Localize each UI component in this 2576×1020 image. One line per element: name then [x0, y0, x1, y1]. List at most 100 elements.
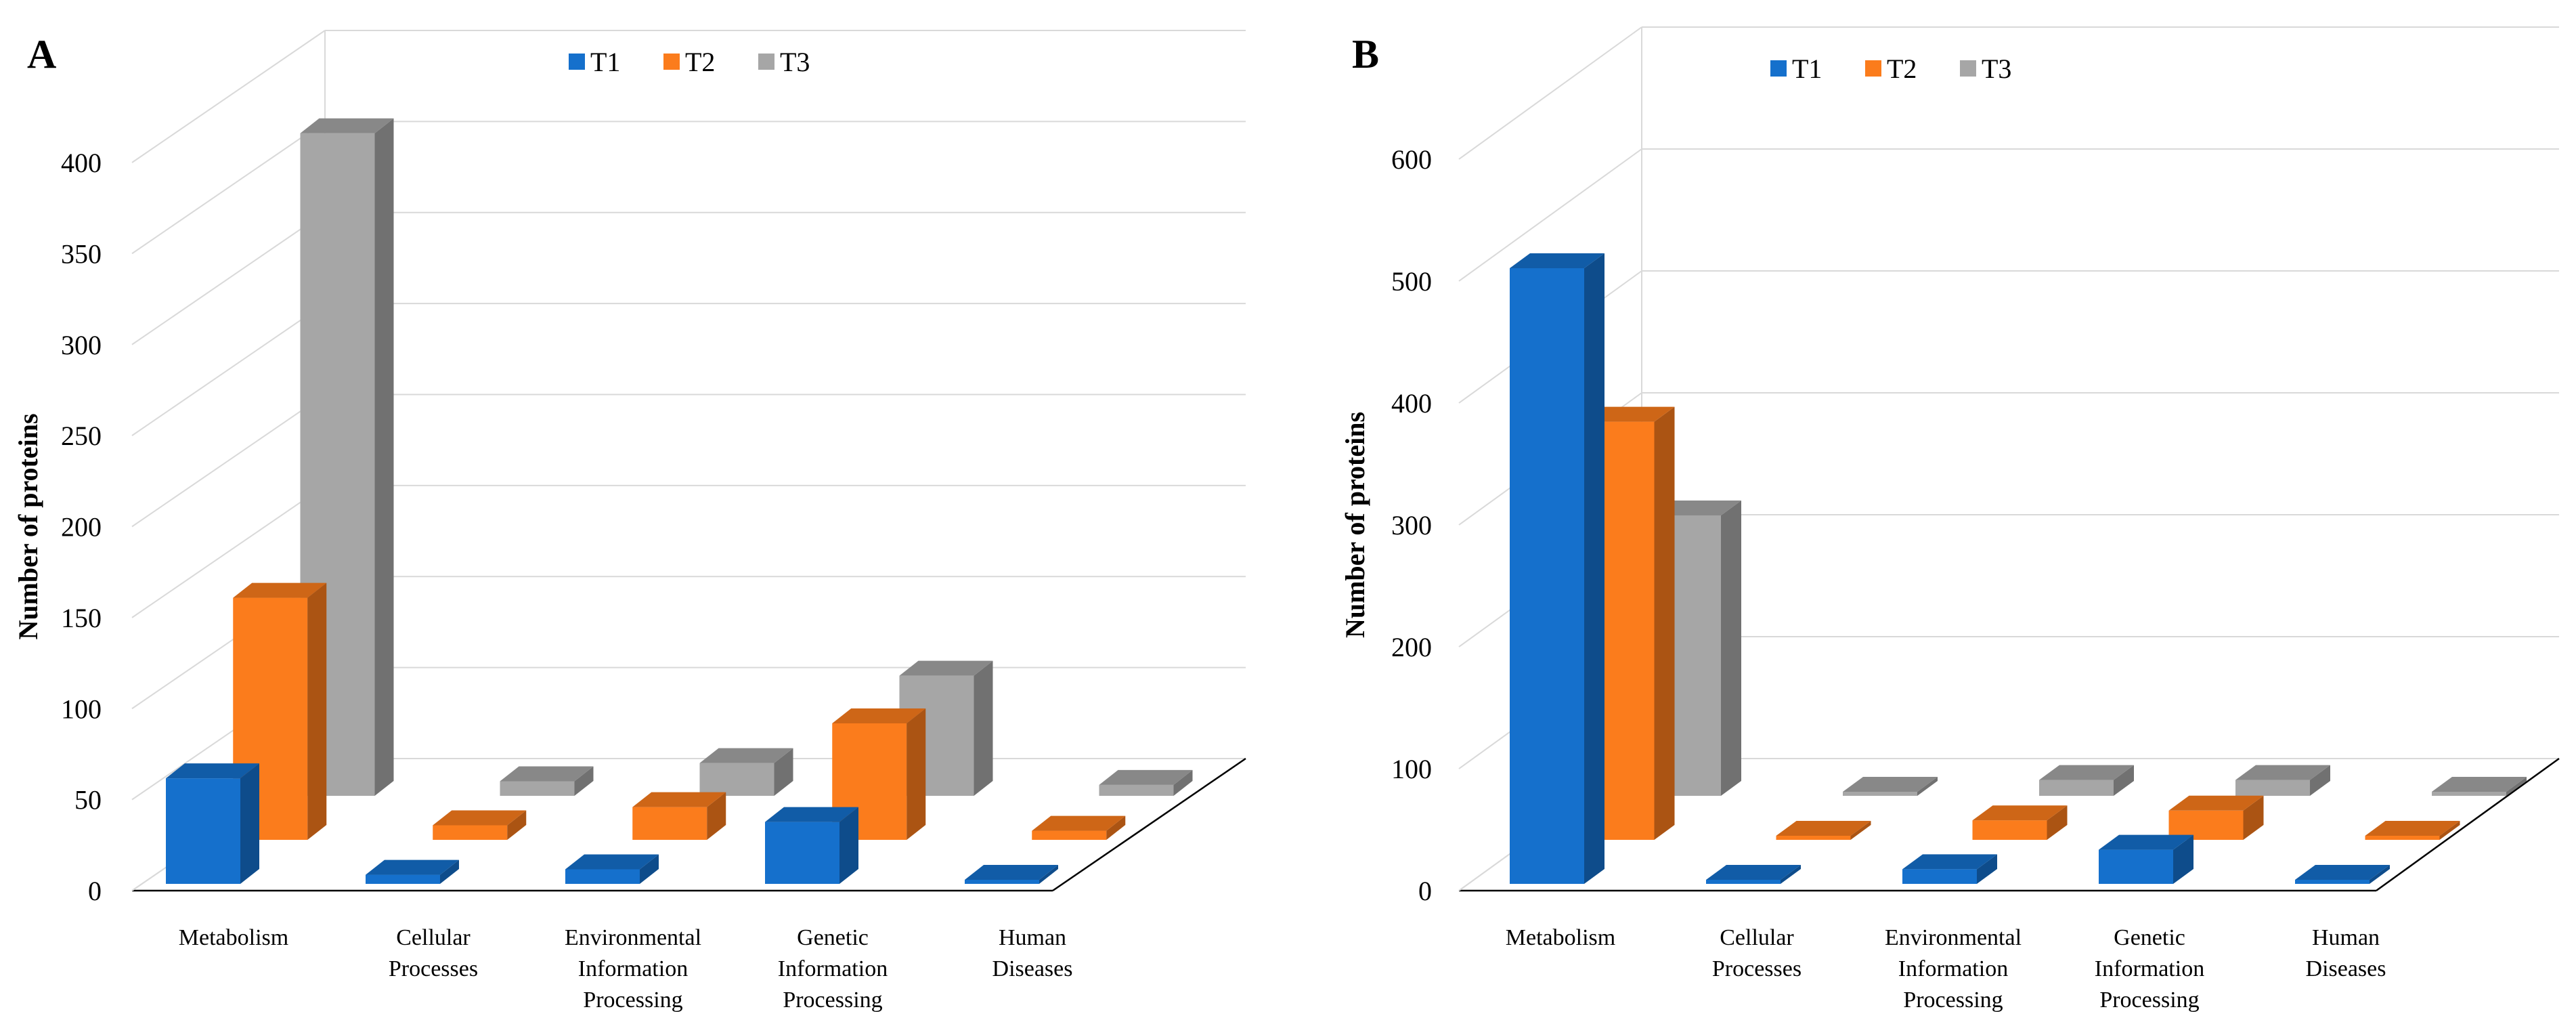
bar-front-face [2235, 780, 2310, 796]
bar-top-face [166, 763, 259, 779]
bar-side-face [2243, 795, 2264, 840]
gridline-side [131, 30, 326, 163]
bar-side-face [2173, 834, 2193, 884]
y-axis-label: Number of proteins [13, 413, 43, 639]
x-category-label: Human Diseases [2306, 925, 2386, 981]
x-category-label-line: Cellular [1720, 925, 1794, 950]
y-tick-label: 400 [1391, 388, 1432, 419]
legend-label-t2: T2 [685, 47, 715, 77]
bar-t1-3 [2099, 834, 2193, 884]
gridline-side [131, 394, 326, 528]
floor-right-edge [1052, 757, 1246, 892]
bar-t2-2 [1972, 805, 2068, 840]
legend-label-t3: T3 [780, 47, 810, 77]
bar-side-face [1654, 406, 1675, 840]
x-category-label: Metabolism [1506, 925, 1615, 950]
x-category-label-line: Processing [583, 987, 682, 1013]
bar-top-face [500, 766, 594, 782]
panel-letter: A [27, 32, 56, 77]
bar-side-face [2114, 765, 2134, 796]
bar-t2-3 [2168, 795, 2264, 840]
bar-top-face [1902, 854, 1997, 870]
bar-top-face [632, 792, 726, 807]
bar-top-face [765, 807, 858, 822]
gridline-side [1458, 148, 1642, 282]
y-tick-label: 350 [61, 238, 102, 269]
bar-top-face [2235, 765, 2330, 780]
y-tick-label: 150 [61, 603, 102, 633]
bar-side-face [574, 766, 594, 796]
bar-side-face [1173, 769, 1193, 796]
gridline-side [131, 211, 326, 345]
bar-top-face [899, 660, 993, 676]
legend-swatch-t1 [569, 54, 585, 70]
x-category-label-line: Human [999, 925, 1066, 950]
y-tick-label: 200 [61, 512, 102, 543]
legend-label-t1: T1 [1792, 54, 1822, 84]
bar-t3-2 [699, 748, 793, 796]
y-tick-label: 0 [1418, 876, 1432, 906]
bar-top-face [2365, 821, 2460, 836]
bar-t3-4 [1099, 769, 1193, 796]
bar-side-face [1781, 865, 1801, 884]
y-tick-label: 0 [88, 876, 102, 906]
bar-front-face [1099, 784, 1174, 796]
bar-top-face [1510, 253, 1604, 268]
bar-side-face [1917, 777, 1938, 796]
bar-front-face [1776, 836, 1851, 840]
bar-front-face [2365, 836, 2440, 840]
legend-label-t1: T1 [590, 47, 620, 77]
bar-t1-0 [166, 763, 259, 884]
bar-side-face [907, 708, 926, 840]
bar-front-face [1972, 820, 2047, 840]
bar-top-face [1032, 815, 1126, 831]
x-category-label-line: Diseases [992, 956, 1073, 981]
bar-top-face [1972, 805, 2068, 821]
x-category-label: Genetic Information Processing [2095, 925, 2204, 1013]
bar-top-face [2295, 865, 2390, 880]
bar-front-face [1510, 268, 1584, 884]
bar-front-face [1843, 792, 1917, 796]
bar-front-face [366, 874, 440, 884]
x-category-label-line: Human [2312, 925, 2380, 950]
x-category-label-line: Environmental [565, 925, 701, 950]
bar-top-face [832, 708, 926, 723]
legend-swatch-t3 [758, 54, 774, 70]
bar-front-face [2295, 880, 2370, 884]
bar-side-face [307, 582, 327, 840]
x-category-label-line: Processes [389, 956, 478, 981]
chart-panel-b: B 0 100 200 300 400 500 600 Number of proteins Me… [1340, 26, 2560, 1013]
legend-swatch-t1 [1770, 60, 1787, 77]
bar-side-face [1850, 821, 1871, 840]
x-category-label: Environmental Information Processing [565, 925, 701, 1013]
x-category-label: Human Diseases [992, 925, 1073, 981]
bar-side-face [1721, 501, 1741, 796]
bar-top-face [300, 118, 394, 133]
bar-t3-0 [300, 118, 394, 796]
bar-side-face [974, 660, 993, 796]
legend-swatch-t2 [1865, 60, 1881, 77]
y-tick-label: 500 [1391, 266, 1432, 297]
legend-label-t2: T2 [1887, 54, 1917, 84]
bar-side-face [240, 763, 259, 884]
bar-top-face [1776, 821, 1871, 836]
x-category-label-line: Processing [1903, 987, 2003, 1013]
bar-side-face [440, 859, 459, 884]
bar-front-face [433, 825, 508, 840]
gridline-side [131, 303, 326, 436]
x-category-label-line: Metabolism [179, 925, 288, 950]
gridline-side [1458, 26, 1642, 160]
bar-front-face [2099, 849, 2173, 884]
bar-t2-1 [1776, 821, 1871, 840]
bar-t2-4 [2365, 821, 2460, 840]
y-tick-label: 200 [1391, 632, 1432, 662]
x-category-label: Metabolism [179, 925, 288, 950]
bar-front-face [699, 763, 774, 796]
bar-t1-0 [1510, 253, 1604, 884]
bar-side-face [774, 748, 793, 796]
legend-swatch-t2 [663, 54, 680, 70]
bar-front-face [500, 781, 575, 796]
bar-t3-1 [500, 766, 594, 796]
bar-side-face [2370, 865, 2390, 884]
